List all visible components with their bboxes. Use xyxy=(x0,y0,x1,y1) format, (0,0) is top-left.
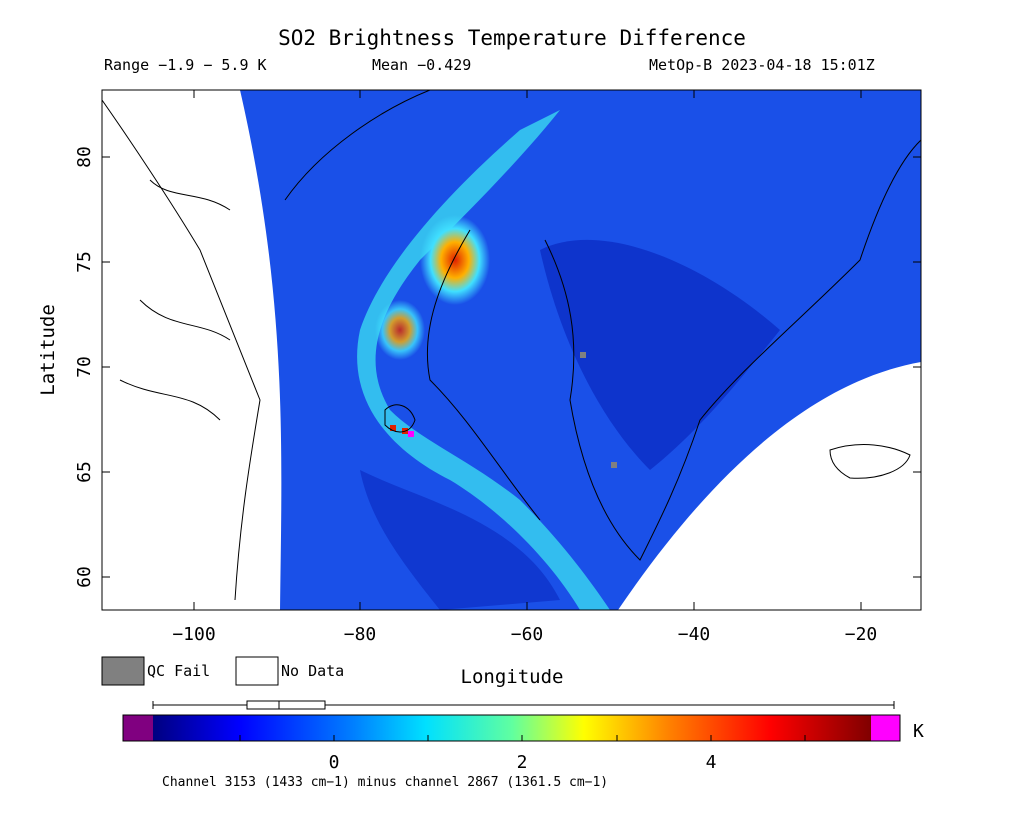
x-tick-label: −40 xyxy=(678,624,711,645)
colorbar-underflow xyxy=(123,715,153,741)
distribution-boxplot xyxy=(152,700,895,710)
y-tick-label: 60 xyxy=(74,566,95,588)
range-text: Range −1.9 − 5.9 K xyxy=(104,56,267,74)
x-tick-label: −60 xyxy=(511,624,544,645)
x-tick-label: −100 xyxy=(172,624,215,645)
mean-text: Mean −0.429 xyxy=(372,56,472,74)
chart-title: SO2 Brightness Temperature Difference xyxy=(278,26,746,50)
colorbar xyxy=(153,715,871,741)
y-tick-label: 80 xyxy=(74,146,95,168)
y-axis-label: Latitude xyxy=(37,304,59,396)
colorbar-tick: 4 xyxy=(706,752,717,773)
colorbar-unit: K xyxy=(913,721,924,742)
map-area xyxy=(102,90,921,610)
qc-fail-swatch xyxy=(101,656,145,686)
qc-fail-label: QC Fail xyxy=(147,662,210,680)
y-tick-label: 65 xyxy=(74,461,95,483)
colorbar-overflow xyxy=(871,715,900,741)
y-tick-label: 70 xyxy=(74,356,95,378)
plume-core xyxy=(420,215,490,305)
y-tick-label: 75 xyxy=(74,251,95,273)
no-data-label: No Data xyxy=(281,662,344,680)
colorbar-tick: 2 xyxy=(517,752,528,773)
colorbar-tick: 0 xyxy=(329,752,340,773)
x-tick-label: −20 xyxy=(845,624,878,645)
x-axis-label: Longitude xyxy=(461,666,564,688)
satellite-time-text: MetOp-B 2023-04-18 15:01Z xyxy=(649,56,875,74)
x-tick-label: −80 xyxy=(344,624,377,645)
map-frame xyxy=(101,89,922,611)
no-data-swatch xyxy=(235,656,279,686)
colorbar-caption: Channel 3153 (1433 cm−1) minus channel 2… xyxy=(162,775,608,790)
